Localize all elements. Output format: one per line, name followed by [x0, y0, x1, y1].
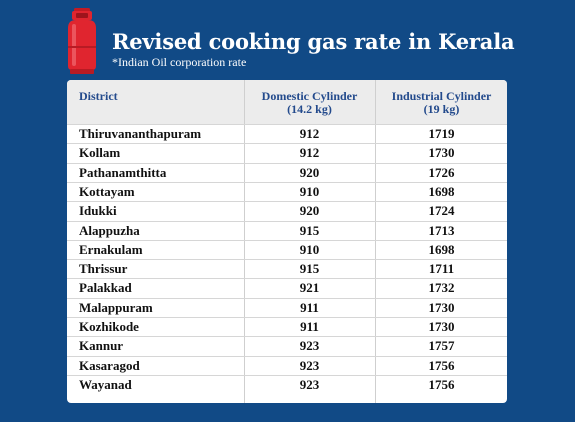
district-cell: Alappuzha	[79, 222, 140, 238]
domestic-price-cell: 911	[300, 319, 319, 334]
header-industrial: Industrial Cylinder (19 kg)	[391, 89, 492, 116]
district-cell: Thiruvananthapuram	[79, 126, 202, 141]
district-cell: Kasaragod	[79, 357, 140, 373]
district-cell: Pathanamthitta	[79, 164, 167, 180]
domestic-price-cell: 910	[299, 183, 320, 199]
table-row: Thrissur 915 1711	[67, 259, 507, 278]
industrial-price-cell: 1730	[428, 319, 455, 334]
district-cell: Malappuram	[79, 299, 153, 315]
domestic-price-cell: 915	[299, 261, 320, 277]
domestic-price-cell: 923	[299, 376, 320, 392]
table-row: Wayanad 923 1756	[67, 374, 507, 394]
district-cell: Kannur	[79, 338, 124, 354]
industrial-price-cell: 1719	[428, 126, 455, 141]
table-row: Palakkad 921 1732	[67, 278, 507, 297]
table-row: Thiruvananthapuram 912 1719	[67, 124, 507, 143]
table-header: District Domestic Cylinder (14.2 kg) Ind…	[67, 80, 507, 124]
domestic-price-cell: 912	[299, 126, 320, 141]
domestic-price-cell: 915	[299, 222, 320, 238]
industrial-price-cell: 1730	[428, 145, 455, 161]
domestic-price-cell: 923	[299, 338, 320, 354]
domestic-price-cell: 912	[299, 145, 320, 161]
gas-cylinder-icon	[68, 8, 96, 74]
table-row: Kannur 923 1757	[67, 336, 507, 355]
domestic-price-cell: 910	[299, 241, 320, 257]
table-row: Pathanamthitta 920 1726	[67, 162, 507, 182]
industrial-price-cell: 1730	[428, 299, 455, 315]
industrial-price-cell: 1756	[428, 376, 455, 392]
table-row: Kottayam 910 1698	[67, 181, 507, 201]
table-row: Malappuram 911 1730	[67, 297, 507, 317]
table-row: Idukki 920 1724	[67, 201, 507, 220]
table-row: Ernakulam 910 1698	[67, 239, 507, 259]
column-divider	[244, 80, 245, 403]
table-row: Kasaragod 923 1756	[67, 355, 507, 375]
industrial-price-cell: 1698	[428, 241, 455, 257]
domestic-price-cell: 911	[300, 299, 319, 315]
page-subtitle: *Indian Oil corporation rate	[112, 55, 247, 69]
industrial-price-cell: 1724	[428, 203, 455, 219]
table-row: Kozhikode 911 1730	[67, 317, 507, 336]
domestic-price-cell: 920	[299, 203, 320, 219]
industrial-price-cell: 1757	[428, 338, 455, 354]
district-cell: Palakkad	[79, 280, 132, 296]
industrial-price-cell: 1713	[428, 222, 455, 238]
district-cell: Wayanad	[79, 376, 132, 392]
industrial-price-cell: 1698	[428, 183, 455, 199]
rate-table: District Domestic Cylinder (14.2 kg) Ind…	[67, 80, 507, 403]
industrial-price-cell: 1732	[428, 280, 455, 296]
district-cell: Idukki	[79, 203, 117, 219]
domestic-price-cell: 923	[299, 357, 320, 373]
district-cell: Thrissur	[79, 261, 128, 277]
header-domestic: Domestic Cylinder (14.2 kg)	[261, 89, 358, 116]
column-divider	[375, 80, 376, 403]
district-cell: Ernakulam	[79, 241, 143, 257]
district-cell: Kottayam	[79, 183, 135, 199]
district-cell: Kollam	[79, 145, 121, 161]
domestic-price-cell: 920	[299, 164, 320, 180]
page-title: Revised cooking gas rate in Kerala	[112, 29, 515, 54]
domestic-price-cell: 921	[299, 280, 320, 296]
industrial-price-cell: 1756	[428, 357, 455, 373]
table-row: Kollam 912 1730	[67, 143, 507, 162]
industrial-price-cell: 1711	[428, 261, 455, 277]
header-district: District	[79, 89, 118, 103]
table-row: Alappuzha 915 1713	[67, 220, 507, 240]
industrial-price-cell: 1726	[428, 164, 455, 180]
district-cell: Kozhikode	[79, 319, 139, 334]
